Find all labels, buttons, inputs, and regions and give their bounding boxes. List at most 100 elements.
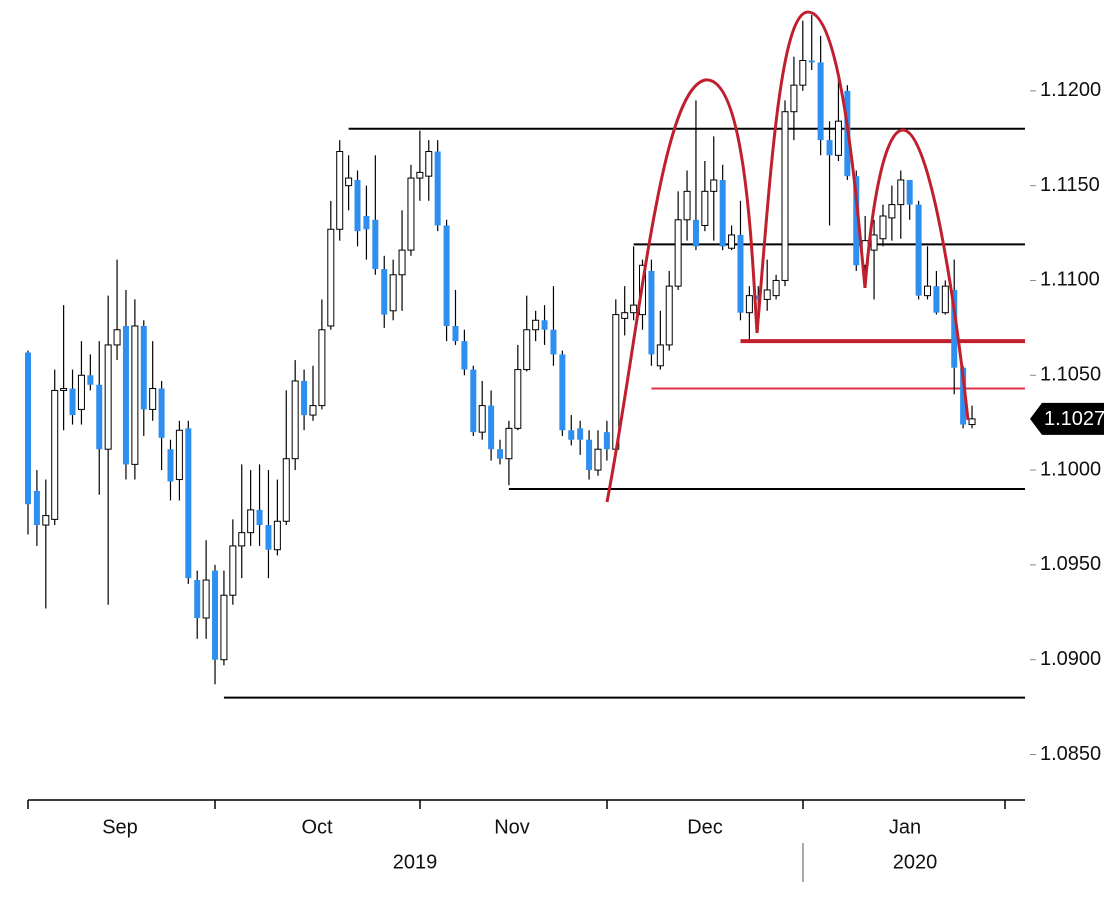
candle-body <box>710 179 718 192</box>
candle-body <box>42 515 50 526</box>
candle-body <box>185 428 192 579</box>
candle-body <box>229 545 237 596</box>
month-label: Dec <box>687 816 723 838</box>
candle-body <box>104 344 112 450</box>
y-tick-label: 1.0900 <box>1040 648 1101 670</box>
candle-body <box>745 295 753 314</box>
candle-body <box>755 295 762 300</box>
candle-body <box>256 509 263 526</box>
candle-body <box>336 151 344 230</box>
candle-body <box>808 60 815 63</box>
candle-body <box>790 84 798 113</box>
candle-body <box>586 439 593 471</box>
candle-body <box>443 225 450 326</box>
y-tick-label: 1.1100 <box>1040 269 1100 291</box>
candle-body <box>318 329 326 407</box>
head-arc <box>755 10 867 334</box>
candle-body <box>77 374 85 410</box>
candle-body <box>523 329 531 371</box>
candle-body <box>60 388 68 391</box>
candle-body <box>888 204 896 219</box>
candle-body <box>131 325 139 465</box>
candle-body <box>906 179 913 205</box>
candle-body <box>140 325 147 410</box>
candle-body <box>568 430 575 440</box>
candle-body <box>951 289 958 368</box>
last-price-label: 1.1027 <box>1044 408 1105 430</box>
candle-body <box>933 286 940 313</box>
month-label: Nov <box>494 816 530 838</box>
candle-body <box>327 228 335 327</box>
candle-body <box>505 427 513 460</box>
candle-body <box>719 179 726 247</box>
candle-body <box>389 274 397 312</box>
candle-body <box>247 509 255 534</box>
candle-body <box>87 375 94 385</box>
candle-body <box>238 532 246 547</box>
plot-area <box>25 15 1025 699</box>
candle-body <box>550 329 557 355</box>
y-tick-label: 1.1200 <box>1040 79 1101 101</box>
month-label: Oct <box>301 816 333 838</box>
candle-body <box>265 525 272 550</box>
candle-body <box>478 405 486 433</box>
y-tick-label: 1.0950 <box>1040 553 1101 575</box>
candle-body <box>603 432 610 450</box>
candle-body <box>273 520 281 551</box>
candle-body <box>577 428 584 440</box>
right-shoulder-arc <box>863 128 970 421</box>
candle-body <box>960 367 967 425</box>
candle-body <box>301 380 308 416</box>
candle-body <box>194 580 201 618</box>
candle-body <box>594 448 602 471</box>
candle-body <box>345 177 353 187</box>
candle-body <box>514 369 522 429</box>
candle-body <box>461 341 468 370</box>
candle-body <box>470 369 477 433</box>
y-tick-label: 1.0850 <box>1040 743 1101 765</box>
candle-body <box>674 219 682 287</box>
candle-body <box>149 388 157 410</box>
candle-body <box>924 285 932 297</box>
candle-body <box>683 190 691 221</box>
candle-body <box>763 289 771 300</box>
candle-body <box>398 249 406 276</box>
candle-body <box>354 179 361 232</box>
candle-body <box>621 312 629 319</box>
candle-body <box>282 458 290 522</box>
candle-body <box>532 319 540 331</box>
candle-body <box>541 320 548 330</box>
candle-body <box>781 111 789 281</box>
candle-body <box>167 449 174 482</box>
candle-body <box>363 215 370 230</box>
candle-body <box>372 219 379 270</box>
candle-body <box>834 120 842 156</box>
candle-body <box>113 329 121 346</box>
y-tick-label: 1.1150 <box>1040 174 1100 196</box>
candle-body <box>799 60 807 86</box>
candle-body <box>656 344 664 367</box>
candle-body <box>309 405 317 416</box>
candle-body <box>968 418 976 426</box>
candle-body <box>497 449 504 459</box>
candle-body <box>612 314 620 450</box>
candle-body <box>452 325 459 342</box>
left-shoulder-arc <box>605 78 759 503</box>
candle-body <box>665 285 673 346</box>
candle-body <box>870 234 878 251</box>
year-label: 2019 <box>393 851 438 873</box>
candle-body <box>853 176 860 266</box>
candle-body <box>202 579 210 619</box>
candle-body <box>33 490 40 526</box>
candle-body <box>630 304 638 314</box>
candle-body <box>416 171 424 179</box>
candle-body <box>425 151 433 177</box>
candle-body <box>737 234 744 313</box>
candle-body <box>220 594 228 661</box>
month-label: Jan <box>889 816 921 838</box>
candle-body <box>291 380 299 460</box>
candle-body <box>826 140 833 156</box>
candle-body <box>434 151 441 226</box>
